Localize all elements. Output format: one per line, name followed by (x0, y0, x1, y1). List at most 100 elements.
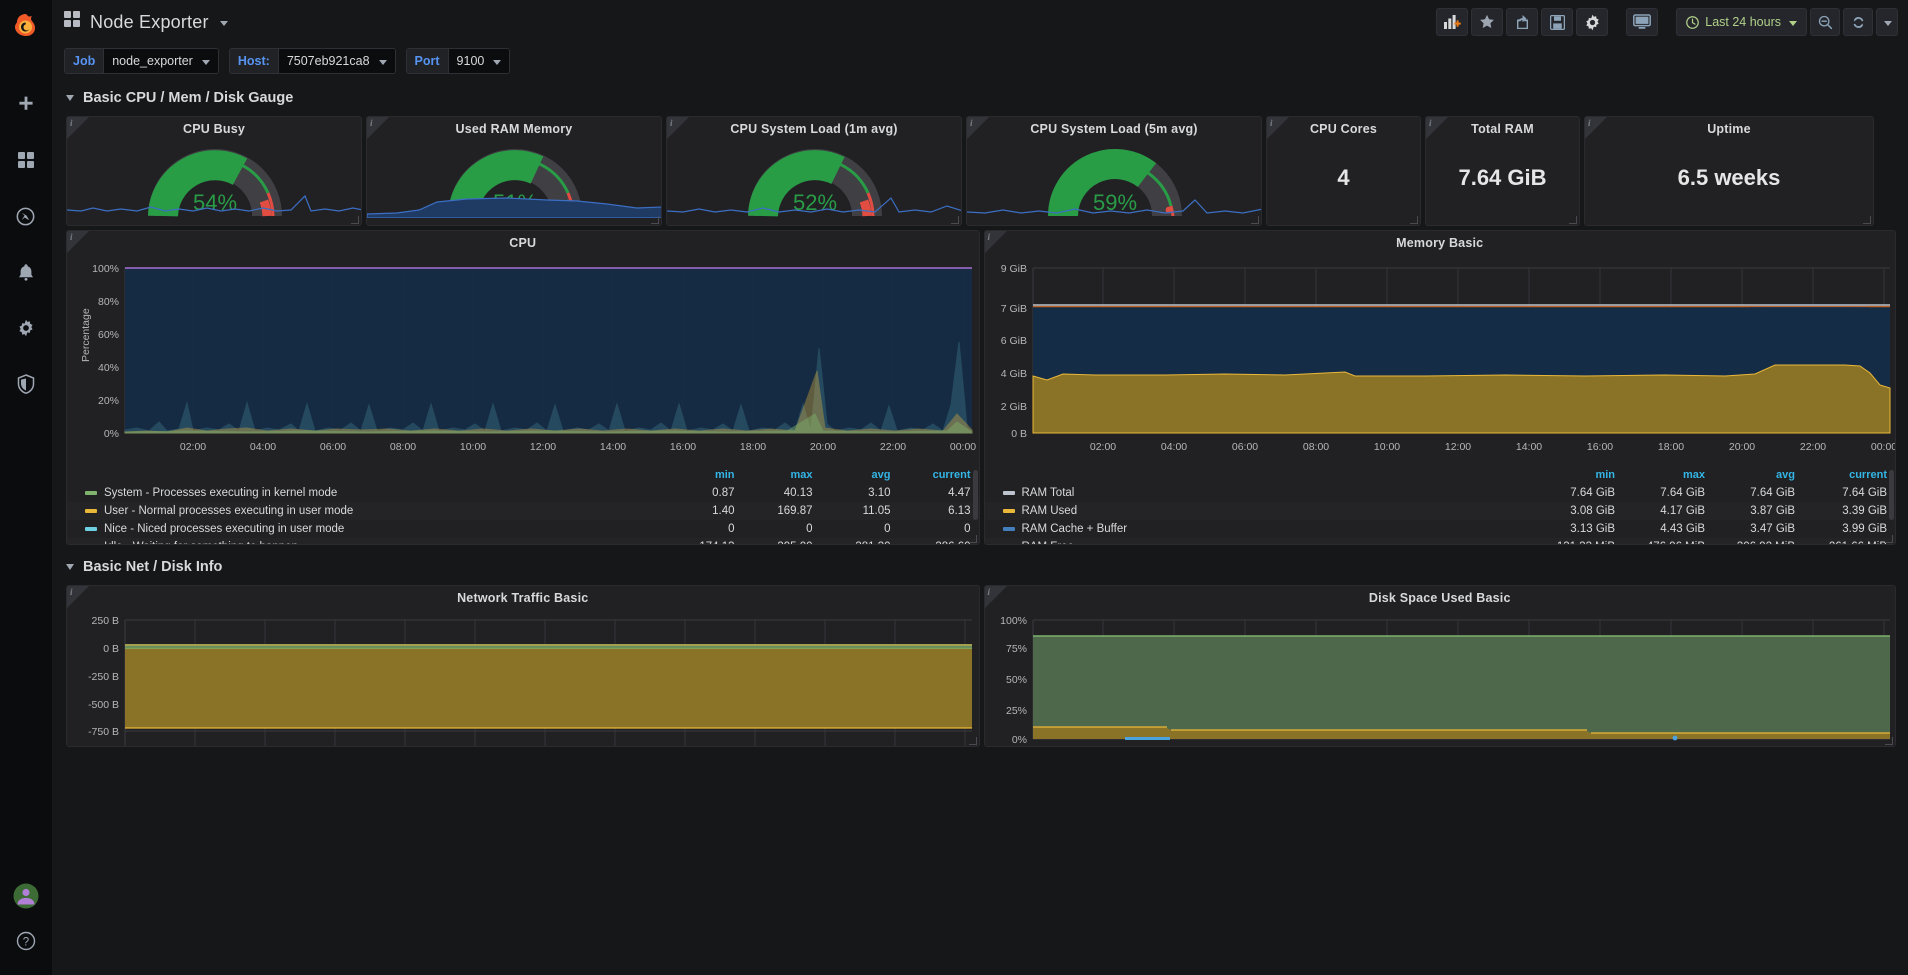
add-panel-button[interactable] (1436, 8, 1469, 36)
dashboard-settings-button[interactable] (1576, 8, 1609, 36)
panel-resize-handle[interactable] (1863, 216, 1871, 224)
panel-info-corner[interactable] (984, 586, 1007, 608)
shield-icon (17, 374, 34, 394)
variable-host-select[interactable]: 7507eb921ca8 (278, 49, 395, 73)
svg-text:22:00: 22:00 (1799, 441, 1825, 453)
kiosk-mode-button[interactable] (1626, 8, 1659, 36)
gauge-value: 54% (193, 190, 237, 215)
sidebar-item-create[interactable] (0, 82, 52, 126)
panel-resize-handle[interactable] (968, 737, 977, 745)
panel-title: Disk Space Used Basic (1368, 591, 1511, 605)
panel-disk-space-used-basic[interactable]: i Disk Space Used Basic 100% 75% 50% 25% 0… (983, 585, 1896, 747)
legend-current: 386.60 (898, 538, 979, 544)
panel-cpu-busy[interactable]: i CPU Busy 54% (66, 116, 362, 226)
panel-cpu-system-load-1m[interactable]: i CPU System Load (1m avg) 52% (666, 116, 962, 226)
legend-max: 395.00 (742, 538, 821, 544)
panel-uptime[interactable]: i Uptime 6.5 weeks (1584, 116, 1874, 226)
sidebar-item-dashboards[interactable] (0, 138, 52, 182)
panel-info-corner[interactable] (1267, 117, 1289, 139)
legend-scrollbar[interactable] (1889, 470, 1894, 520)
panel-cpu-system-load-5m[interactable]: i CPU System Load (5m avg) 59% (966, 116, 1262, 226)
dashboard-title-dropdown[interactable]: Node Exporter (60, 11, 228, 33)
row-header-basic-cpu-mem-disk-gauge[interactable]: Basic CPU / Mem / Disk Gauge (52, 86, 1908, 110)
legend-row: RAM Total 7.64 GiB 7.64 GiB 7.64 GiB 7.6… (985, 484, 1896, 502)
panel-resize-handle[interactable] (351, 216, 359, 224)
panel-info-corner[interactable] (367, 117, 389, 139)
panel-info-corner[interactable] (984, 231, 1007, 253)
legend-header-current[interactable]: current (1849, 469, 1887, 481)
y-axis-labels: 250 B0 B -250 B-500 B -750 B-1000 B (88, 615, 119, 738)
panel-network-traffic-basic[interactable]: i Network Traffic Basic 250 B 0 B -250 B -… (66, 585, 980, 747)
row-title: Basic Net / Disk Info (83, 559, 223, 575)
save-dashboard-button[interactable] (1541, 8, 1574, 36)
panel-info-corner[interactable] (667, 117, 689, 139)
svg-text:20%: 20% (98, 395, 119, 407)
legend-header-current[interactable]: current (932, 469, 971, 481)
user-avatar[interactable] (0, 873, 52, 919)
time-range-label: Last 24 hours (1705, 15, 1781, 29)
time-range-picker[interactable]: Last 24 hours (1676, 8, 1807, 36)
info-icon: i (70, 118, 73, 128)
panel-info-corner[interactable] (1585, 117, 1607, 139)
chevron-down-icon (66, 95, 74, 101)
panel-cpu-cores[interactable]: i CPU Cores 4 (1266, 116, 1421, 226)
share-icon (1517, 15, 1529, 29)
legend-header-row: min max avg current (67, 467, 979, 484)
share-dashboard-button[interactable] (1506, 8, 1539, 36)
legend-header-avg[interactable]: avg (1776, 469, 1795, 481)
panel-memory-basic-graph[interactable]: i Memory Basic 9 GiB 7 GiB 6 GiB 4 GiB 2 G… (983, 230, 1896, 545)
sidebar-item-explore[interactable] (0, 194, 52, 238)
panel-info-corner[interactable] (67, 117, 89, 139)
legend-header-max[interactable]: max (1682, 469, 1705, 481)
legend-series-name: User - Normal processes executing in use… (104, 505, 354, 517)
panel-info-corner[interactable] (967, 117, 989, 139)
variable-port-select[interactable]: 9100 (448, 49, 510, 73)
panel-resize-handle[interactable] (1885, 535, 1893, 543)
panel-total-ram[interactable]: i Total RAM 7.64 GiB (1425, 116, 1580, 226)
question-circle-icon: ? (16, 931, 35, 951)
svg-text:-750 B: -750 B (88, 726, 119, 738)
info-icon: i (70, 587, 73, 597)
info-icon: i (670, 118, 673, 128)
panel-info-corner[interactable] (1426, 117, 1448, 139)
refresh-button[interactable] (1843, 8, 1873, 36)
help-button[interactable]: ? (0, 919, 52, 963)
panel-cpu-graph[interactable]: i CPU 100% 80% 60% 40% 20% 0% Percentage (66, 230, 980, 545)
panel-resize-handle[interactable] (1251, 216, 1259, 224)
svg-text:0 B: 0 B (103, 643, 119, 655)
svg-text:12:00: 12:00 (530, 441, 556, 453)
sidebar-item-alerting[interactable] (0, 250, 52, 294)
variable-job-select[interactable]: node_exporter (104, 49, 218, 73)
variable-job-value: node_exporter (112, 54, 193, 68)
nice-series (124, 341, 973, 434)
legend-header-min[interactable]: min (714, 469, 735, 481)
svg-text:-500 B: -500 B (88, 699, 119, 711)
panel-info-corner[interactable] (67, 586, 89, 608)
panel-resize-handle[interactable] (968, 535, 977, 543)
svg-text:00:00: 00:00 (1870, 441, 1895, 453)
panel-info-corner[interactable] (67, 231, 89, 253)
panel-resize-handle[interactable] (651, 216, 659, 224)
panel-used-ram-memory[interactable]: i Used RAM Memory 51% (366, 116, 662, 226)
svg-text:12:00: 12:00 (1444, 441, 1470, 453)
variable-port-label: Port (406, 49, 449, 73)
grafana-logo-icon[interactable] (0, 0, 52, 52)
panel-resize-handle[interactable] (951, 216, 959, 224)
legend-header-avg[interactable]: avg (871, 469, 891, 481)
refresh-interval-dropdown[interactable] (1876, 8, 1898, 36)
svg-text:2 GiB: 2 GiB (1000, 401, 1026, 413)
zoom-out-button[interactable] (1810, 8, 1840, 36)
mark-favorite-button[interactable] (1471, 8, 1504, 36)
row-header-basic-net-disk-info[interactable]: Basic Net / Disk Info (66, 555, 1896, 579)
panel-resize-handle[interactable] (1569, 216, 1577, 224)
legend-current: 3.39 GiB (1803, 502, 1895, 520)
legend-header-min[interactable]: min (1595, 469, 1615, 481)
dashboard-grid-icon (64, 11, 81, 33)
sidebar-item-configuration[interactable] (0, 306, 52, 350)
panel-resize-handle[interactable] (1410, 216, 1418, 224)
row-title: Basic CPU / Mem / Disk Gauge (83, 90, 294, 106)
legend-header-max[interactable]: max (790, 469, 813, 481)
panel-resize-handle[interactable] (1885, 737, 1893, 745)
sidebar-item-server-admin[interactable] (0, 362, 52, 406)
legend-scrollbar[interactable] (972, 470, 978, 520)
